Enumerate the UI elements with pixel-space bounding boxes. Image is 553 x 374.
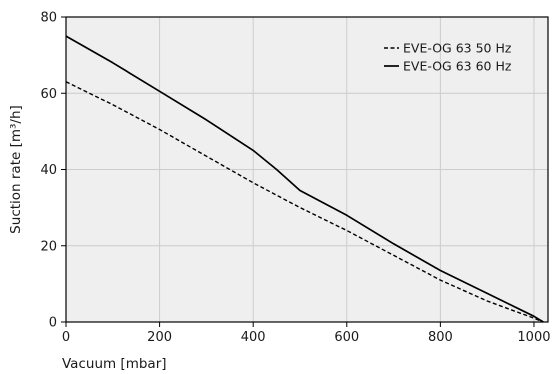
x-axis-ticks: 0 200 400 600 800 1000 (62, 322, 551, 345)
y-tick-label: 60 (40, 87, 57, 102)
x-axis-label: Vacuum [mbar] (62, 356, 167, 372)
x-tick-label: 400 (241, 330, 266, 345)
legend: EVE-OG 63 50 Hz EVE-OG 63 60 Hz (384, 41, 512, 74)
y-tick-label: 0 (49, 316, 57, 331)
y-axis-label: Suction rate [m³/h] (8, 105, 24, 234)
legend-label-1: EVE-OG 63 50 Hz (403, 41, 512, 56)
legend-label-2: EVE-OG 63 60 Hz (403, 59, 512, 74)
y-axis-ticks: 0 20 40 60 80 (40, 11, 66, 331)
x-tick-label: 1000 (517, 330, 550, 345)
y-tick-label: 20 (40, 239, 57, 254)
series-line-2 (65, 35, 544, 323)
series-line-1 (65, 81, 544, 323)
y-tick-label: 40 (40, 163, 57, 178)
x-tick-label: 600 (334, 330, 359, 345)
y-tick-label: 80 (40, 11, 57, 26)
x-tick-label: 200 (147, 330, 172, 345)
x-tick-label: 0 (62, 330, 70, 345)
series-lines (65, 35, 544, 323)
x-tick-label: 800 (428, 330, 453, 345)
grid (66, 17, 548, 322)
